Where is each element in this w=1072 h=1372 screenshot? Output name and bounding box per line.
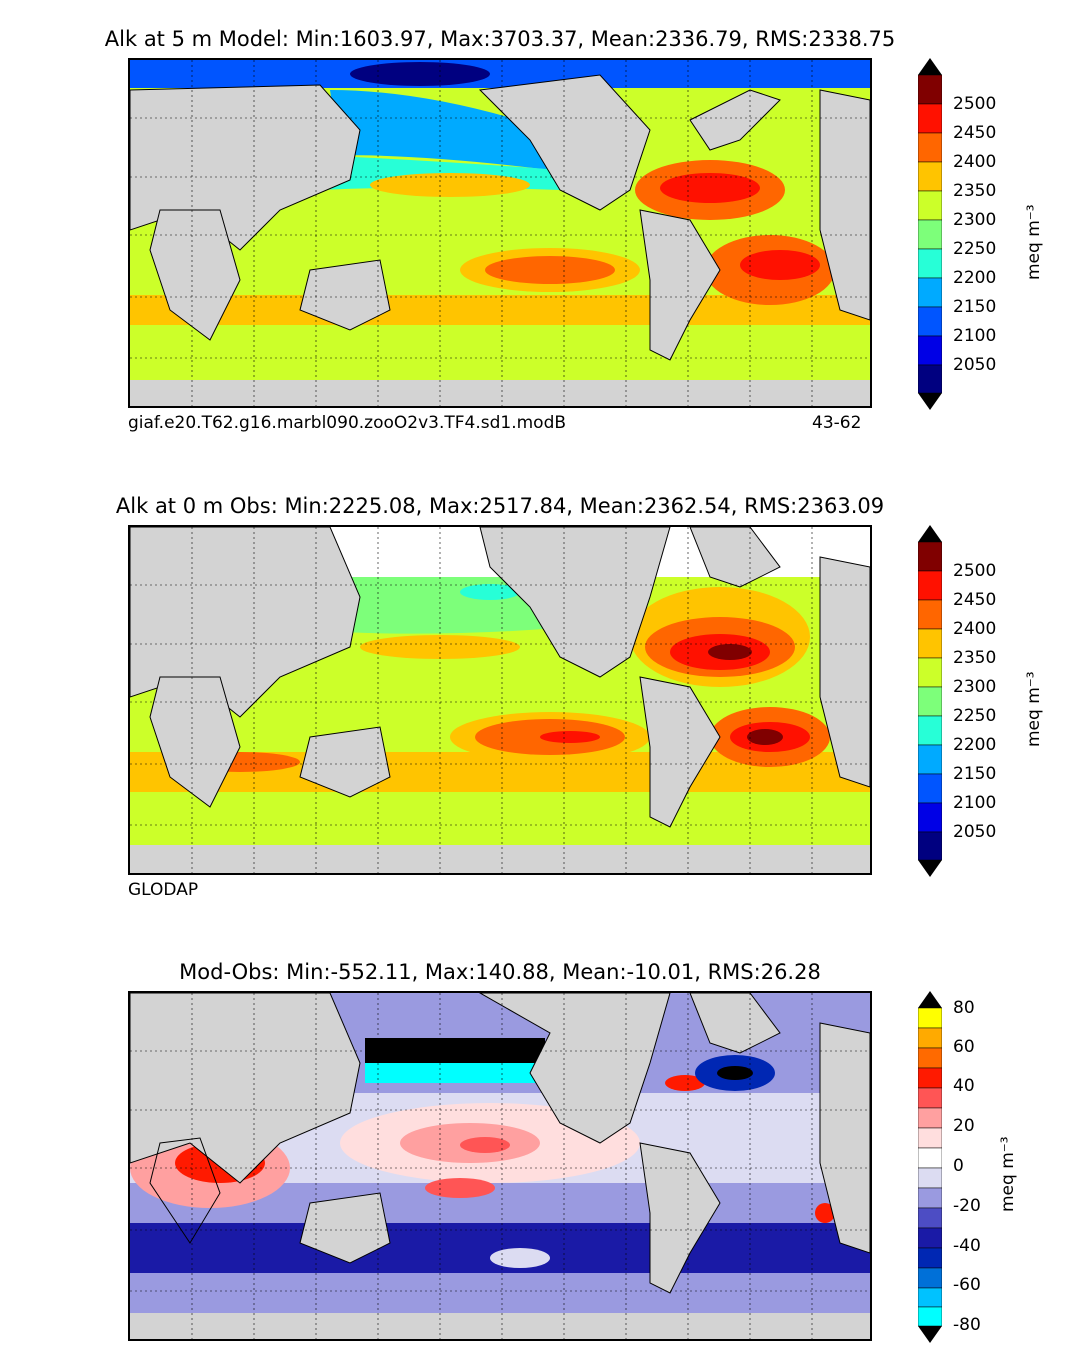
panel1-title: Alk at 5 m Model: Min:1603.97, Max:3703.… [104, 27, 896, 51]
panel1-tick: 2300 [953, 210, 997, 230]
panel3-southern-light [490, 1248, 550, 1268]
panel2-npac-cyan [460, 584, 520, 600]
panel3-tick: -20 [953, 1196, 981, 1216]
panel2-natl-core [708, 644, 752, 660]
panel1-spac-core [485, 256, 615, 284]
panel3-tick: -60 [953, 1275, 981, 1295]
panel3-tick: 0 [953, 1156, 964, 1176]
panel2-antarctic [130, 845, 870, 873]
panel2-spac-core [540, 731, 600, 743]
panel1-colorbar [917, 58, 943, 410]
panel1-antarctic [130, 380, 870, 406]
panel1-tick: 2400 [953, 152, 997, 172]
panel2-satl-core [747, 729, 783, 745]
panel1-tick: 2200 [953, 268, 997, 288]
panel2-tick: 2500 [953, 561, 997, 581]
panel2-tick: 2050 [953, 822, 997, 842]
panel1-arctic-core [350, 62, 490, 86]
panel1-arctic [130, 60, 870, 88]
panel3-tick: -80 [953, 1315, 981, 1335]
panel1-tick: 2250 [953, 239, 997, 259]
panel2-tick: 2250 [953, 706, 997, 726]
panel3-satl-red [815, 1203, 835, 1223]
panel3-map [128, 991, 872, 1341]
panel2-caption-source: GLODAP [128, 880, 199, 900]
panel1-land [130, 74, 870, 361]
panel1-tick: 2500 [953, 94, 997, 114]
panel1-satl-core [740, 250, 820, 280]
panel3-antarctic [130, 1313, 870, 1339]
panel2-tick: 2150 [953, 764, 997, 784]
panel1-caption-run: giaf.e20.T62.g16.marbl090.zooO2v3.TF4.sd… [128, 413, 567, 433]
panel1-tick: 2050 [953, 355, 997, 375]
panel2-map [128, 525, 872, 875]
panel1-tick: 2150 [953, 297, 997, 317]
panel3-spac-red [425, 1178, 495, 1198]
panel2-colorbar-unit: meq m⁻³ [1024, 671, 1044, 747]
panel1-graticule [130, 60, 870, 406]
panel3-natl-red [665, 1075, 705, 1091]
panel2-graticule [130, 527, 870, 873]
panel3-natl-core [717, 1066, 753, 1080]
panel1-tick: 2350 [953, 181, 997, 201]
panel3-arctic-cyan [365, 1063, 545, 1083]
panel3-title: Mod-Obs: Min:-552.11, Max:140.88, Mean:-… [179, 960, 821, 984]
panel3-tick: -40 [953, 1236, 981, 1256]
panel3-tick: 60 [953, 1037, 975, 1057]
panel1-natl-core [660, 173, 760, 203]
panel2-tick: 2100 [953, 793, 997, 813]
panel3-tick: 20 [953, 1116, 975, 1136]
panel3-land [130, 993, 870, 1294]
panel1-caption-years: 43-62 [812, 413, 862, 433]
panel1-colorbar-unit: meq m⁻³ [1024, 204, 1044, 280]
panel2-tick: 2350 [953, 648, 997, 668]
panel3-colorbar [917, 991, 943, 1343]
panel2-land [130, 527, 870, 828]
panel1-tick: 2450 [953, 123, 997, 143]
panel2-tick: 2400 [953, 619, 997, 639]
panel2-tick: 2300 [953, 677, 997, 697]
panel3-southern-dark [130, 1223, 870, 1273]
panel3-colorbar-unit: meq m⁻³ [998, 1136, 1018, 1212]
panel2-tick: 2200 [953, 735, 997, 755]
panel2-tick: 2450 [953, 590, 997, 610]
panel2-colorbar [917, 525, 943, 877]
panel2-title: Alk at 0 m Obs: Min:2225.08, Max:2517.84… [115, 494, 885, 518]
panel3-graticule [130, 993, 870, 1339]
panel3-npac-red [460, 1137, 510, 1153]
panel1-tick: 2100 [953, 326, 997, 346]
panel3-tick: 80 [953, 998, 975, 1018]
panel1-npac-high [370, 173, 530, 197]
panel1-map [128, 58, 872, 408]
panel3-tick: 40 [953, 1076, 975, 1096]
